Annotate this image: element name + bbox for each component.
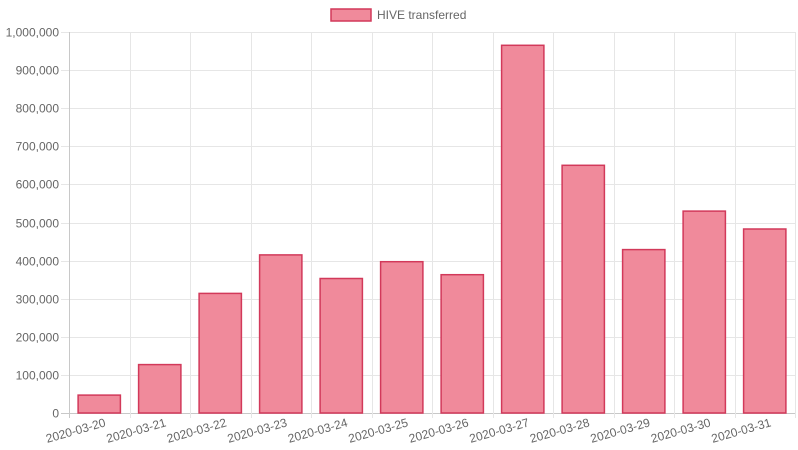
x-tick-label: 2020-03-24: [286, 415, 349, 445]
chart-legend[interactable]: HIVE transferred: [330, 8, 466, 22]
bar-2020-03-31[interactable]: [742, 228, 787, 414]
y-tick-label: 800,000: [16, 102, 60, 116]
bar-series: [77, 44, 787, 414]
x-tick-label: 2020-03-29: [589, 415, 652, 445]
bar-2020-03-27[interactable]: [500, 44, 545, 414]
chart-grid: [61, 32, 796, 418]
x-tick-label: 2020-03-23: [226, 415, 289, 445]
bar-2020-03-21[interactable]: [137, 363, 182, 414]
y-tick-label: 1,000,000: [6, 26, 60, 40]
legend-swatch[interactable]: [330, 8, 372, 22]
y-tick-label: 400,000: [16, 255, 60, 269]
x-tick-label: 2020-03-26: [407, 415, 470, 445]
bar-2020-03-30[interactable]: [682, 210, 727, 414]
bar-2020-03-20[interactable]: [77, 394, 122, 414]
y-tick-label: 700,000: [16, 140, 60, 154]
x-tick-label: 2020-03-30: [649, 415, 712, 445]
x-tick-label: 2020-03-21: [105, 415, 168, 445]
y-tick-label: 100,000: [16, 369, 60, 383]
x-tick-label: 2020-03-27: [468, 415, 531, 445]
y-tick-label: 500,000: [16, 217, 60, 231]
bar-2020-03-26[interactable]: [440, 273, 485, 414]
bar-2020-03-29[interactable]: [621, 248, 666, 414]
x-tick-label: 2020-03-25: [347, 415, 410, 445]
bar-2020-03-22[interactable]: [198, 292, 243, 414]
y-tick-label: 0: [52, 407, 59, 421]
y-tick-label: 900,000: [16, 64, 60, 78]
legend-label[interactable]: HIVE transferred: [377, 8, 466, 22]
x-tick-label: 2020-03-22: [165, 415, 228, 445]
bar-2020-03-23[interactable]: [258, 254, 303, 414]
y-axis: 0 100,000 200,000 300,000 400,000 500,000 600,…: [6, 26, 60, 421]
y-tick-label: 300,000: [16, 293, 60, 307]
x-tick-label: 2020-03-28: [528, 415, 591, 445]
bar-2020-03-28[interactable]: [561, 164, 606, 414]
bar-2020-03-25[interactable]: [379, 260, 424, 414]
x-axis: 2020-03-202020-03-212020-03-222020-03-23…: [44, 415, 773, 445]
y-tick-label: 600,000: [16, 178, 60, 192]
y-tick-label: 200,000: [16, 331, 60, 345]
bar-2020-03-24[interactable]: [319, 277, 364, 414]
x-tick-label: 2020-03-31: [710, 415, 773, 445]
